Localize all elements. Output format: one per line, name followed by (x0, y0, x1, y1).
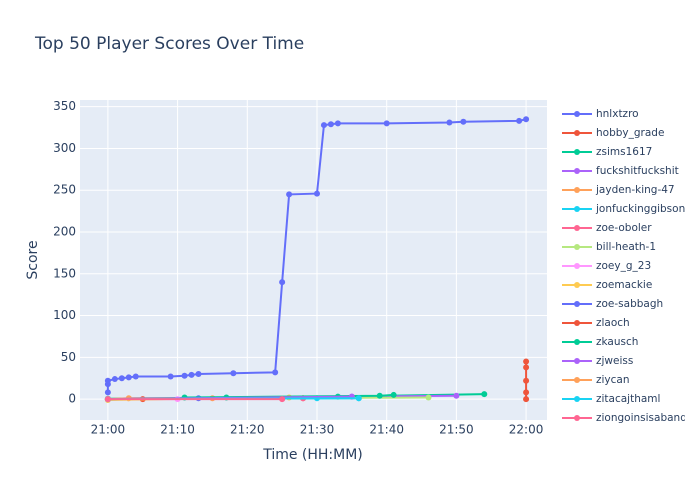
data-point (523, 116, 530, 123)
data-point (279, 396, 286, 403)
data-point (167, 373, 174, 380)
data-point (446, 119, 453, 126)
legend-marker (574, 225, 580, 231)
legend-marker (574, 187, 580, 193)
y-tick-label: 50 (61, 350, 76, 364)
legend-label: zitacajthaml (596, 393, 660, 405)
data-point (320, 122, 327, 129)
data-point (125, 374, 132, 381)
y-tick-label: 150 (53, 266, 76, 280)
legend-label: zoey_g_23 (596, 260, 651, 272)
legend-marker (574, 111, 580, 117)
x-tick-label: 22:00 (509, 423, 544, 437)
y-tick-label: 250 (53, 183, 76, 197)
data-point (286, 191, 293, 198)
data-point (132, 373, 139, 380)
legend-marker (574, 130, 580, 136)
y-tick-label: 350 (53, 99, 76, 113)
legend-marker (574, 301, 580, 307)
y-axis-title: Score (25, 240, 41, 279)
data-point (195, 371, 202, 378)
legend-label: fuckshitfuckshit (596, 165, 679, 177)
x-tick-label: 21:50 (439, 423, 474, 437)
data-point (481, 391, 488, 398)
data-point (279, 279, 286, 286)
chart-title: Top 50 Player Scores Over Time (34, 34, 304, 54)
plot (104, 116, 530, 403)
legend-label: zkausch (596, 336, 638, 348)
legend-marker (574, 206, 580, 212)
data-point (383, 120, 390, 127)
data-point (230, 370, 237, 377)
data-point (376, 392, 383, 399)
data-point (516, 117, 523, 124)
data-point (523, 364, 530, 371)
data-point (523, 358, 530, 365)
data-point (327, 121, 334, 128)
legend-label: ziycan (596, 374, 630, 386)
legend-marker (574, 320, 580, 326)
x-axis-title: Time (HH:MM) (262, 447, 363, 463)
data-point (355, 395, 362, 402)
legend-label: zlaoch (596, 317, 630, 329)
data-point (272, 369, 279, 376)
x-tick-label: 21:00 (91, 423, 126, 437)
legend-label: bill-heath-1 (596, 241, 656, 253)
legend-label: jayden-king-47 (595, 184, 675, 196)
legend-marker (574, 244, 580, 250)
x-tick-label: 21:20 (230, 423, 265, 437)
data-point (111, 376, 118, 383)
legend: hnlxtzro hobby_grade zsims1617 fuckshitfuck… (562, 108, 687, 424)
y-tick-label: 300 (53, 141, 76, 155)
legend-label: zjweiss (596, 355, 633, 367)
legend-marker (574, 282, 580, 288)
legend-marker (574, 263, 580, 269)
data-point (523, 377, 530, 384)
data-point (313, 190, 320, 197)
data-point (453, 392, 460, 399)
x-tick-label: 21:10 (160, 423, 195, 437)
legend-label: ziongoinsisaband (596, 412, 687, 424)
legend-label: zoe-oboler (596, 222, 652, 234)
legend-label: hobby_grade (596, 127, 664, 139)
legend-marker (574, 377, 580, 383)
data-point (181, 372, 188, 379)
data-point (118, 375, 125, 382)
data-point (460, 118, 467, 125)
data-point (104, 396, 111, 403)
y-tick-label: 100 (53, 308, 76, 322)
data-point (425, 394, 432, 401)
data-point (334, 120, 341, 127)
x-tick-label: 21:40 (369, 423, 404, 437)
data-point (188, 371, 195, 378)
plot-area (80, 100, 547, 420)
legend-marker (574, 415, 580, 421)
legend-marker (574, 339, 580, 345)
data-point (104, 389, 111, 396)
legend-label: zoemackie (596, 279, 652, 291)
data-point (523, 396, 530, 403)
y-tick-label: 0 (68, 392, 76, 406)
legend-label: hnlxtzro (596, 108, 639, 120)
data-point (390, 391, 397, 398)
grid (80, 100, 547, 420)
legend-marker (574, 149, 580, 155)
legend-marker (574, 358, 580, 364)
x-tick-label: 21:30 (300, 423, 335, 437)
legend-label: zoe-sabbagh (596, 298, 663, 310)
data-point (523, 389, 530, 396)
y-tick-label: 200 (53, 225, 76, 239)
legend-label: zsims1617 (596, 146, 652, 158)
data-point (104, 377, 111, 384)
legend-label: jonfuckinggibson (595, 203, 685, 215)
legend-marker (574, 396, 580, 402)
legend-marker (574, 168, 580, 174)
